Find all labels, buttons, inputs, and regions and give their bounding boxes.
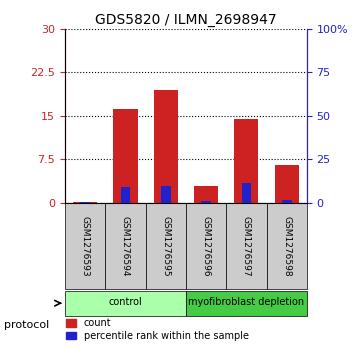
Bar — [154, 90, 178, 203]
Text: GSM1276598: GSM1276598 — [282, 216, 291, 276]
Text: GSM1276596: GSM1276596 — [201, 216, 210, 276]
FancyBboxPatch shape — [65, 203, 105, 289]
FancyBboxPatch shape — [266, 203, 307, 289]
Text: GSM1276593: GSM1276593 — [81, 216, 90, 276]
Legend: count, percentile rank within the sample: count, percentile rank within the sample — [62, 314, 253, 345]
FancyBboxPatch shape — [65, 291, 186, 316]
Bar — [242, 183, 251, 203]
FancyBboxPatch shape — [105, 203, 145, 289]
FancyBboxPatch shape — [145, 203, 186, 289]
Text: protocol: protocol — [4, 320, 49, 330]
Text: GSM1276597: GSM1276597 — [242, 216, 251, 276]
Bar — [80, 202, 90, 203]
Bar — [161, 186, 171, 203]
Bar — [275, 165, 299, 203]
Bar — [194, 186, 218, 203]
FancyBboxPatch shape — [186, 203, 226, 289]
Bar — [234, 119, 258, 203]
FancyBboxPatch shape — [186, 291, 307, 316]
FancyBboxPatch shape — [226, 203, 266, 289]
Bar — [121, 187, 130, 203]
Bar — [201, 201, 211, 203]
Text: GSM1276594: GSM1276594 — [121, 216, 130, 276]
Bar — [113, 109, 138, 203]
Text: control: control — [109, 297, 142, 307]
Text: GSM1276595: GSM1276595 — [161, 216, 170, 276]
Text: myofibroblast depletion: myofibroblast depletion — [188, 297, 304, 307]
Title: GDS5820 / ILMN_2698947: GDS5820 / ILMN_2698947 — [95, 13, 277, 26]
Bar — [282, 200, 292, 203]
